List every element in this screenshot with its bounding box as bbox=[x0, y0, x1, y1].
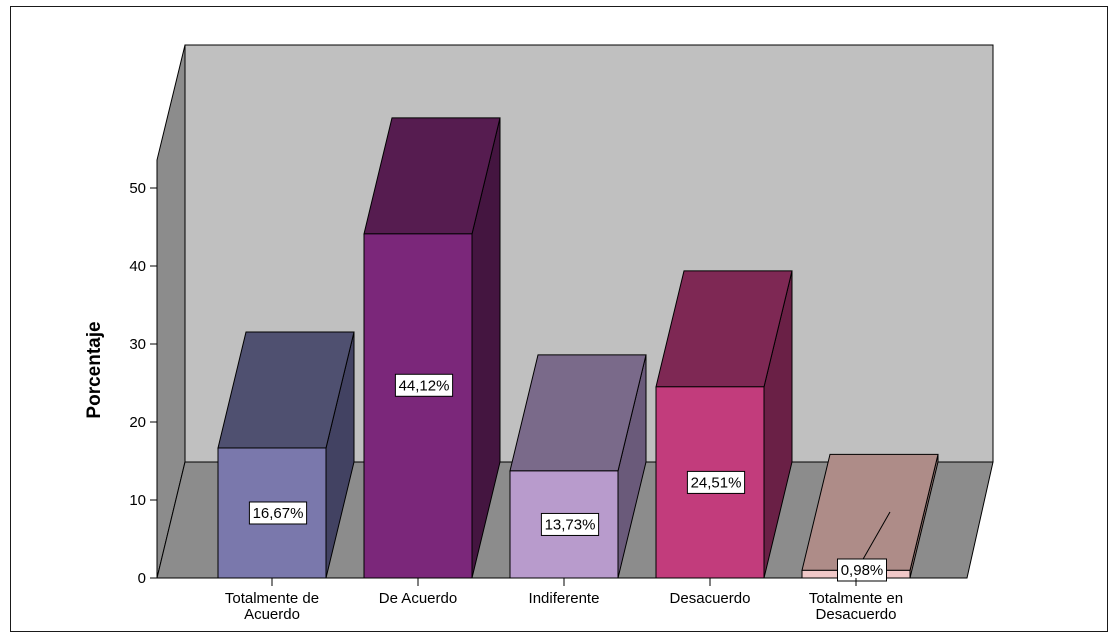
bar: 13,73% bbox=[509, 354, 647, 579]
data-label-box bbox=[540, 512, 600, 536]
category-label: Indiferente bbox=[529, 590, 600, 607]
data-label-leader bbox=[861, 511, 891, 562]
bar: 44,12% bbox=[363, 117, 501, 579]
data-label-box bbox=[686, 470, 746, 494]
category-label: Desacuerdo bbox=[670, 590, 751, 607]
y-tick-label: 30 bbox=[129, 336, 146, 353]
data-label: 0,98% bbox=[841, 562, 884, 579]
data-label-box bbox=[837, 558, 887, 582]
bar: 16,67% bbox=[217, 331, 355, 579]
category-label: Desacuerdo bbox=[816, 606, 897, 623]
y-axis-label: Porcentaje bbox=[84, 321, 105, 418]
bar-front bbox=[363, 233, 473, 579]
data-label-box bbox=[248, 501, 308, 525]
y-ticks: 0 10 20 30 40 50 bbox=[129, 180, 157, 587]
category-label: Acuerdo bbox=[244, 606, 300, 623]
data-label-box bbox=[394, 373, 454, 397]
data-label: 16,67% bbox=[253, 505, 304, 522]
category-label: Totalmente de bbox=[225, 590, 319, 607]
bar: 0,98% bbox=[801, 453, 939, 582]
y-tick-label: 50 bbox=[129, 180, 146, 197]
y-tick-label: 10 bbox=[129, 492, 146, 509]
category-label: De Acuerdo bbox=[379, 590, 457, 607]
data-label: 44,12% bbox=[399, 377, 450, 394]
y-tick-label: 20 bbox=[129, 414, 146, 431]
data-label: 24,51% bbox=[691, 474, 742, 491]
bar: 24,51% bbox=[655, 270, 793, 579]
y-tick-label: 40 bbox=[129, 258, 146, 275]
category-label: Totalmente en bbox=[809, 590, 903, 607]
bars: 16,67% 44,12% 13,73% 24,51% 0,98% bbox=[217, 117, 939, 582]
y-tick-label: 0 bbox=[138, 570, 146, 587]
data-label: 13,73% bbox=[545, 516, 596, 533]
